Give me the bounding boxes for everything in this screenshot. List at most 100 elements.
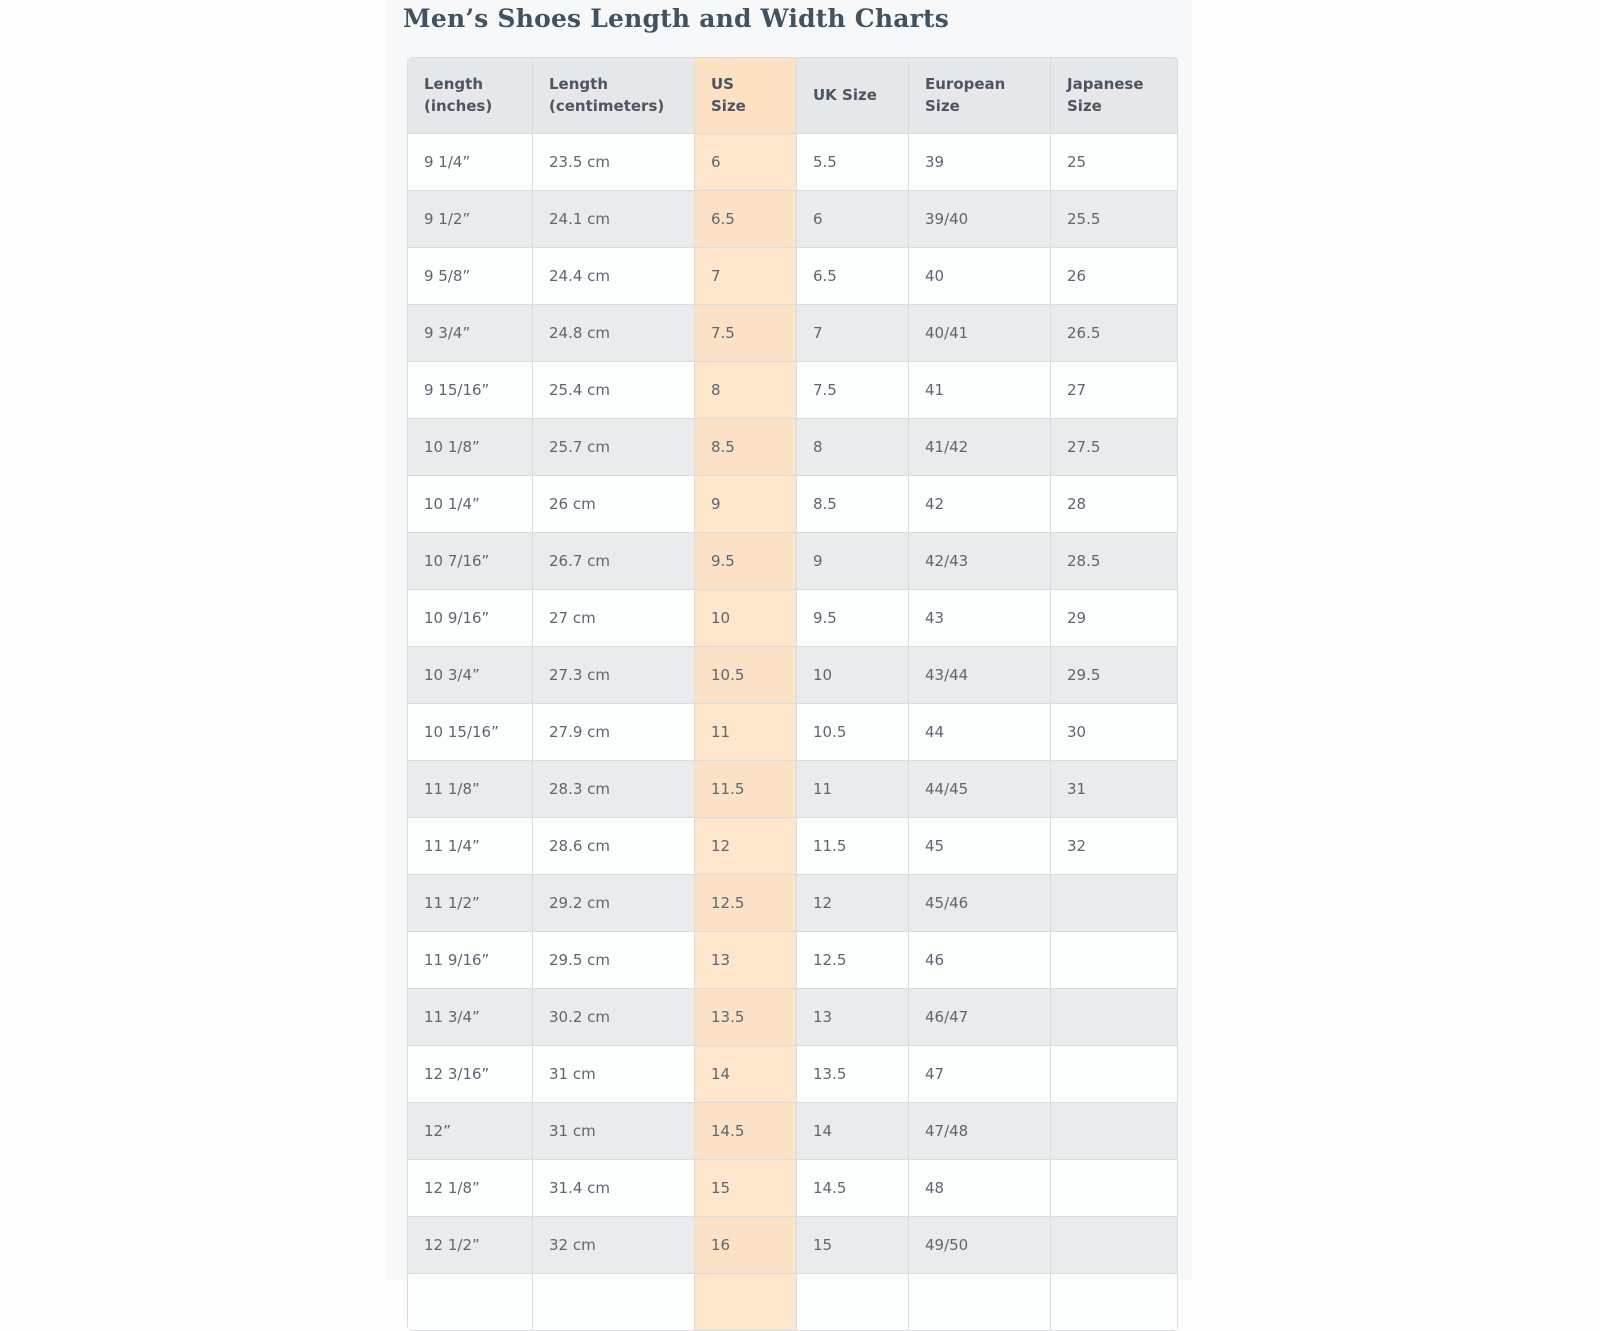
table-row: 9 1/2” 24.1 cm 6.5 6 39/40 25.5 xyxy=(407,190,1178,248)
table-row: 10 15/16” 27.9 cm 11 10.5 44 30 xyxy=(407,703,1178,761)
cell-japanese-size: 30 xyxy=(1050,703,1178,761)
cell-us-size: 11 xyxy=(694,703,797,761)
page-title: Men’s Shoes Length and Width Charts xyxy=(403,4,950,33)
cell-uk-size: 13.5 xyxy=(796,1045,909,1103)
cell-us-size: 9.5 xyxy=(694,532,797,590)
cell-european-size: 39/40 xyxy=(908,190,1051,248)
cell-us-size: 13.5 xyxy=(694,988,797,1046)
cell-uk-size: 11.5 xyxy=(796,817,909,875)
cell-us-size: 14 xyxy=(694,1045,797,1103)
cell-length-inches: 11 1/8” xyxy=(407,760,533,818)
cell-european-size: 39 xyxy=(908,133,1051,191)
cell-uk-size: 6.5 xyxy=(796,247,909,305)
cell-european-size: 47/48 xyxy=(908,1102,1051,1160)
cell-uk-size: 8 xyxy=(796,418,909,476)
cell-uk-size: 9.5 xyxy=(796,589,909,647)
cell-uk-size xyxy=(796,1273,909,1331)
cell-us-size: 11.5 xyxy=(694,760,797,818)
cell-length-inches: 12 1/2” xyxy=(407,1216,533,1274)
cell-uk-size: 12.5 xyxy=(796,931,909,989)
cell-length-centimeters: 31 cm xyxy=(532,1045,695,1103)
table-row: 12 3/16” 31 cm 14 13.5 47 xyxy=(407,1045,1178,1103)
cell-length-centimeters: 27.9 cm xyxy=(532,703,695,761)
cell-length-inches: 11 3/4” xyxy=(407,988,533,1046)
cell-length-inches: 9 15/16” xyxy=(407,361,533,419)
cell-japanese-size xyxy=(1050,1102,1178,1160)
cell-japanese-size: 27.5 xyxy=(1050,418,1178,476)
cell-european-size: 46/47 xyxy=(908,988,1051,1046)
cell-uk-size: 10 xyxy=(796,646,909,704)
table-header-row: Length (inches) Length (centimeters) US Si… xyxy=(407,57,1178,134)
cell-length-centimeters: 30.2 cm xyxy=(532,988,695,1046)
column-header-japanese-size: Japanese Size xyxy=(1050,57,1178,134)
cell-length-centimeters: 26.7 cm xyxy=(532,532,695,590)
cell-japanese-size xyxy=(1050,1045,1178,1103)
cell-length-centimeters: 23.5 cm xyxy=(532,133,695,191)
cell-japanese-size: 31 xyxy=(1050,760,1178,818)
cell-length-inches: 10 3/4” xyxy=(407,646,533,704)
cell-uk-size: 8.5 xyxy=(796,475,909,533)
cell-length-centimeters: 25.7 cm xyxy=(532,418,695,476)
cell-european-size: 43 xyxy=(908,589,1051,647)
cell-japanese-size: 29.5 xyxy=(1050,646,1178,704)
table-row: 9 15/16” 25.4 cm 8 7.5 41 27 xyxy=(407,361,1178,419)
size-table-container: Length (inches) Length (centimeters) US Si… xyxy=(407,57,1179,1331)
cell-european-size: 40 xyxy=(908,247,1051,305)
cell-us-size: 12.5 xyxy=(694,874,797,932)
cell-uk-size: 10.5 xyxy=(796,703,909,761)
cell-us-size: 8.5 xyxy=(694,418,797,476)
cell-length-inches: 12 1/8” xyxy=(407,1159,533,1217)
cell-japanese-size: 28 xyxy=(1050,475,1178,533)
cell-length-inches: 11 9/16” xyxy=(407,931,533,989)
cell-japanese-size xyxy=(1050,931,1178,989)
cell-length-inches: 10 1/4” xyxy=(407,475,533,533)
cell-length-inches: 10 1/8” xyxy=(407,418,533,476)
cell-length-centimeters: 31 cm xyxy=(532,1102,695,1160)
cell-length-inches: 12 3/16” xyxy=(407,1045,533,1103)
cell-european-size: 45/46 xyxy=(908,874,1051,932)
cell-length-centimeters: 29.2 cm xyxy=(532,874,695,932)
cell-us-size: 12 xyxy=(694,817,797,875)
table-row: 11 3/4” 30.2 cm 13.5 13 46/47 xyxy=(407,988,1178,1046)
cell-length-centimeters: 26 cm xyxy=(532,475,695,533)
table-row: 10 1/4” 26 cm 9 8.5 42 28 xyxy=(407,475,1178,533)
table-row: 11 1/4” 28.6 cm 12 11.5 45 32 xyxy=(407,817,1178,875)
cell-european-size: 49/50 xyxy=(908,1216,1051,1274)
cell-uk-size: 5.5 xyxy=(796,133,909,191)
cell-japanese-size: 26.5 xyxy=(1050,304,1178,362)
cell-us-size: 9 xyxy=(694,475,797,533)
cell-uk-size: 12 xyxy=(796,874,909,932)
cell-length-inches: 9 1/2” xyxy=(407,190,533,248)
cell-european-size xyxy=(908,1273,1051,1331)
table-row: 11 1/8” 28.3 cm 11.5 11 44/45 31 xyxy=(407,760,1178,818)
cell-european-size: 44 xyxy=(908,703,1051,761)
cell-length-centimeters: 25.4 cm xyxy=(532,361,695,419)
cell-japanese-size: 29 xyxy=(1050,589,1178,647)
column-header-european-size: European Size xyxy=(908,57,1051,134)
column-header-us-size: US Size xyxy=(694,57,797,134)
table-row: 10 9/16” 27 cm 10 9.5 43 29 xyxy=(407,589,1178,647)
cell-european-size: 44/45 xyxy=(908,760,1051,818)
cell-japanese-size xyxy=(1050,874,1178,932)
cell-european-size: 42 xyxy=(908,475,1051,533)
cell-length-inches: 9 3/4” xyxy=(407,304,533,362)
cell-length-inches: 9 1/4” xyxy=(407,133,533,191)
cell-length-centimeters: 24.1 cm xyxy=(532,190,695,248)
cell-us-size: 6.5 xyxy=(694,190,797,248)
cell-length-inches: 10 15/16” xyxy=(407,703,533,761)
cell-japanese-size: 26 xyxy=(1050,247,1178,305)
column-header-length-inches: Length (inches) xyxy=(407,57,533,134)
cell-european-size: 40/41 xyxy=(908,304,1051,362)
cell-us-size: 10 xyxy=(694,589,797,647)
cell-uk-size: 6 xyxy=(796,190,909,248)
cell-japanese-size: 27 xyxy=(1050,361,1178,419)
table-row: 9 5/8” 24.4 cm 7 6.5 40 26 xyxy=(407,247,1178,305)
cell-length-inches: 10 7/16” xyxy=(407,532,533,590)
cell-uk-size: 7.5 xyxy=(796,361,909,419)
cell-japanese-size xyxy=(1050,988,1178,1046)
table-row: 9 3/4” 24.8 cm 7.5 7 40/41 26.5 xyxy=(407,304,1178,362)
cell-european-size: 45 xyxy=(908,817,1051,875)
cell-length-centimeters: 27.3 cm xyxy=(532,646,695,704)
table-row: 10 1/8” 25.7 cm 8.5 8 41/42 27.5 xyxy=(407,418,1178,476)
cell-uk-size: 15 xyxy=(796,1216,909,1274)
